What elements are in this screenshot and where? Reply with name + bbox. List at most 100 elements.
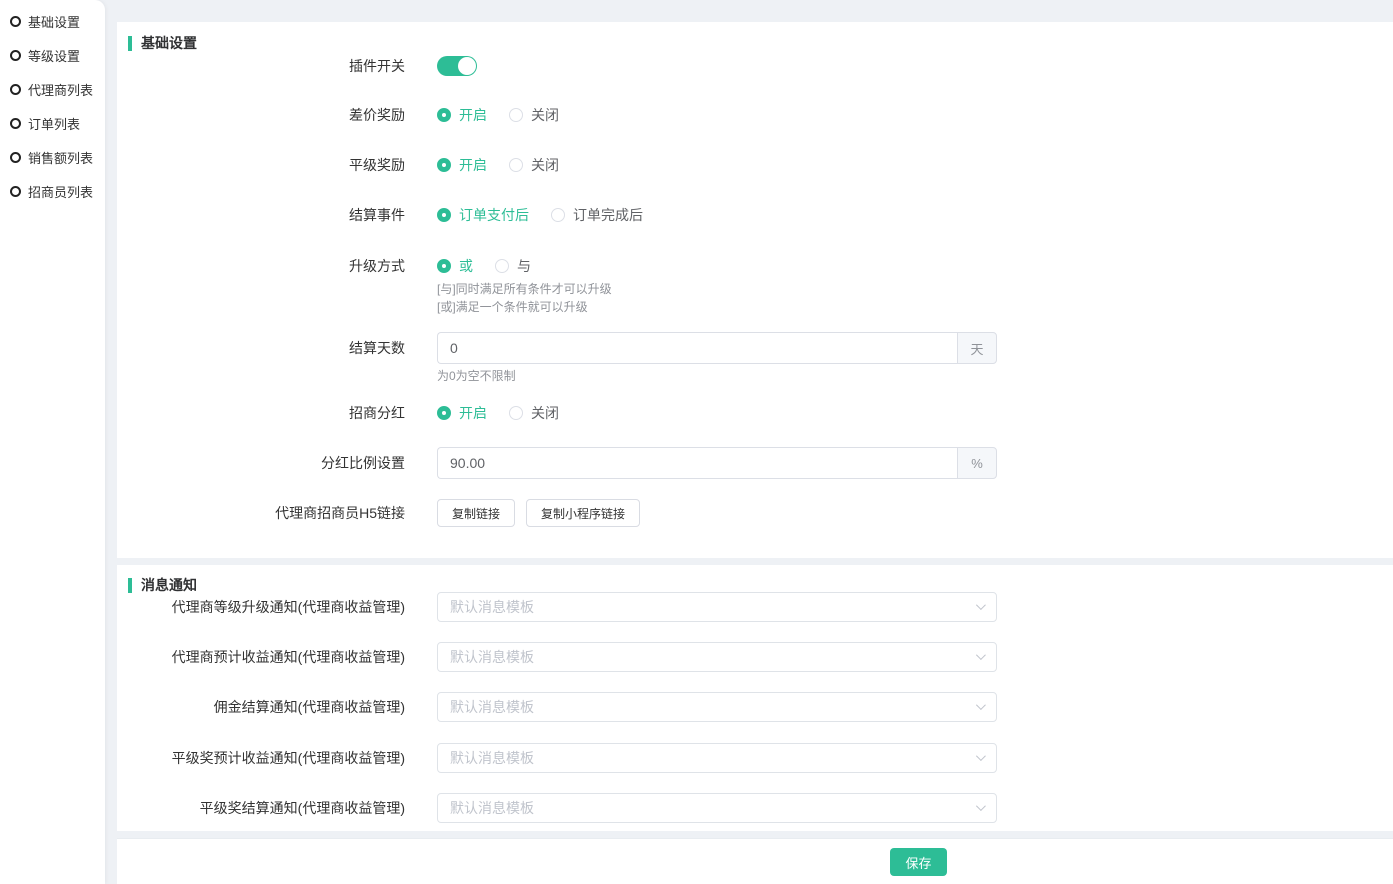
field-label: 平级奖结算通知(代理商收益管理) xyxy=(199,800,405,816)
sidebar-item-basic-settings[interactable]: 基础设置 xyxy=(0,4,105,38)
radio-upgrade-and[interactable]: 与 xyxy=(495,256,531,276)
radio-label: 订单支付后 xyxy=(459,207,529,223)
field-label: 佣金结算通知(代理商收益管理) xyxy=(213,699,405,715)
copy-miniprogram-link-button[interactable]: 复制小程序链接 xyxy=(526,499,641,527)
notice-row-samelevel-settle: 平级奖结算通知(代理商收益管理) 默认消息模板 xyxy=(117,793,1393,823)
radio-icon xyxy=(437,158,451,172)
select-placeholder: 默认消息模板 xyxy=(450,800,534,816)
sidebar-item-order-list[interactable]: 订单列表 xyxy=(0,106,105,140)
notice-row-commission-settle: 佣金结算通知(代理商收益管理) 默认消息模板 xyxy=(117,692,1393,722)
circle-icon xyxy=(10,15,21,27)
settlement-days-input[interactable] xyxy=(437,332,957,364)
message-notice-header: 消息通知 xyxy=(128,575,197,595)
radio-icon xyxy=(509,108,523,122)
radio-icon xyxy=(437,208,451,222)
field-label: 插件开关 xyxy=(349,58,405,74)
notice-row-level-upgrade: 代理商等级升级通知(代理商收益管理) 默认消息模板 xyxy=(117,592,1393,622)
help-line: [或]满足一个条件就可以升级 xyxy=(437,300,588,314)
field-label: 平级奖励 xyxy=(349,157,405,173)
radio-label: 或 xyxy=(459,258,473,274)
radio-same-level-off[interactable]: 关闭 xyxy=(509,155,559,175)
toggle-knob xyxy=(458,57,476,75)
field-label: 升级方式 xyxy=(349,258,405,274)
circle-icon xyxy=(10,49,21,61)
field-label: 分红比例设置 xyxy=(321,455,405,471)
chevron-down-icon xyxy=(975,751,986,762)
same-level-reward-row: 平级奖励 开启 关闭 xyxy=(117,155,1393,175)
message-notice-card: 消息通知 代理商等级升级通知(代理商收益管理) 默认消息模板 代理商预计收益通知… xyxy=(117,565,1393,831)
template-select-expected-income[interactable]: 默认消息模板 xyxy=(437,642,997,672)
sidebar-item-recruiter-list[interactable]: 招商员列表 xyxy=(0,174,105,208)
sidebar-item-label: 代理商列表 xyxy=(28,82,94,98)
template-select-commission-settle[interactable]: 默认消息模板 xyxy=(437,692,997,722)
settlement-days-row: 结算天数 天 xyxy=(117,332,1393,364)
field-label: 平级奖预计收益通知(代理商收益管理) xyxy=(171,750,405,766)
price-diff-reward-row: 差价奖励 开启 关闭 xyxy=(117,105,1393,125)
notice-row-samelevel-expected: 平级奖预计收益通知(代理商收益管理) 默认消息模板 xyxy=(117,743,1393,773)
plugin-switch-row: 插件开关 xyxy=(117,55,1393,77)
basic-settings-header: 基础设置 xyxy=(128,33,197,53)
footer-bar: 保存 xyxy=(117,838,1393,884)
section-bar xyxy=(128,35,132,51)
radio-icon xyxy=(495,259,509,273)
help-line: [与]同时满足所有条件才可以升级 xyxy=(437,282,612,296)
sidebar-item-label: 招商员列表 xyxy=(28,184,94,200)
basic-settings-card: 基础设置 插件开关 差价奖励 开启 关闭 平级奖励 xyxy=(117,22,1393,558)
radio-recruit-dividend-off[interactable]: 关闭 xyxy=(509,403,559,423)
section-bar xyxy=(128,577,132,593)
select-placeholder: 默认消息模板 xyxy=(450,649,534,665)
select-placeholder: 默认消息模板 xyxy=(450,750,534,766)
circle-icon xyxy=(10,83,21,95)
copy-link-button[interactable]: 复制链接 xyxy=(437,499,516,527)
sidebar-item-sales-list[interactable]: 销售额列表 xyxy=(0,140,105,174)
field-label: 代理商招商员H5链接 xyxy=(275,505,405,521)
radio-label: 关闭 xyxy=(531,405,559,421)
radio-price-diff-off[interactable]: 关闭 xyxy=(509,105,559,125)
radio-icon xyxy=(437,406,451,420)
template-select-samelevel-expected[interactable]: 默认消息模板 xyxy=(437,743,997,773)
dividend-ratio-input[interactable] xyxy=(437,447,957,479)
radio-icon xyxy=(509,406,523,420)
radio-icon xyxy=(551,208,565,222)
dividend-ratio-row: 分红比例设置 % xyxy=(117,447,1393,479)
radio-settle-after-complete[interactable]: 订单完成后 xyxy=(551,205,643,225)
select-placeholder: 默认消息模板 xyxy=(450,599,534,615)
sidebar-item-agent-list[interactable]: 代理商列表 xyxy=(0,72,105,106)
radio-price-diff-on[interactable]: 开启 xyxy=(437,105,487,125)
field-label: 招商分红 xyxy=(349,405,405,421)
upgrade-method-row: 升级方式 或 与 xyxy=(117,256,1393,276)
select-placeholder: 默认消息模板 xyxy=(450,699,534,715)
input-suffix-percent: % xyxy=(957,447,997,479)
circle-icon xyxy=(10,117,21,129)
notice-row-expected-income: 代理商预计收益通知(代理商收益管理) 默认消息模板 xyxy=(117,642,1393,672)
radio-recruit-dividend-on[interactable]: 开启 xyxy=(437,403,487,423)
recruit-dividend-row: 招商分红 开启 关闭 xyxy=(117,403,1393,423)
radio-icon xyxy=(437,259,451,273)
circle-icon xyxy=(10,185,21,197)
field-label: 差价奖励 xyxy=(349,107,405,123)
template-select-level-upgrade[interactable]: 默认消息模板 xyxy=(437,592,997,622)
radio-same-level-on[interactable]: 开启 xyxy=(437,155,487,175)
chevron-down-icon xyxy=(975,700,986,711)
input-suffix-days: 天 xyxy=(957,332,997,364)
sidebar-item-level-settings[interactable]: 等级设置 xyxy=(0,38,105,72)
radio-upgrade-or[interactable]: 或 xyxy=(437,256,473,276)
chevron-down-icon xyxy=(975,600,986,611)
main-content: 基础设置 插件开关 差价奖励 开启 关闭 平级奖励 xyxy=(117,0,1393,884)
plugin-switch-toggle[interactable] xyxy=(437,56,477,76)
chevron-down-icon xyxy=(975,650,986,661)
radio-icon xyxy=(509,158,523,172)
radio-settle-after-pay[interactable]: 订单支付后 xyxy=(437,205,529,225)
sidebar-item-label: 基础设置 xyxy=(28,14,81,30)
field-label: 代理商等级升级通知(代理商收益管理) xyxy=(171,599,405,615)
h5-link-row: 代理商招商员H5链接 复制链接 复制小程序链接 xyxy=(117,499,1393,527)
field-label: 结算事件 xyxy=(349,207,405,223)
section-title: 基础设置 xyxy=(141,35,197,51)
field-label: 结算天数 xyxy=(349,340,405,356)
template-select-samelevel-settle[interactable]: 默认消息模板 xyxy=(437,793,997,823)
help-line: 为0为空不限制 xyxy=(437,369,516,383)
settlement-days-help: 为0为空不限制 xyxy=(437,367,516,385)
radio-label: 关闭 xyxy=(531,107,559,123)
radio-label: 开启 xyxy=(459,107,487,123)
save-button[interactable]: 保存 xyxy=(890,848,947,876)
